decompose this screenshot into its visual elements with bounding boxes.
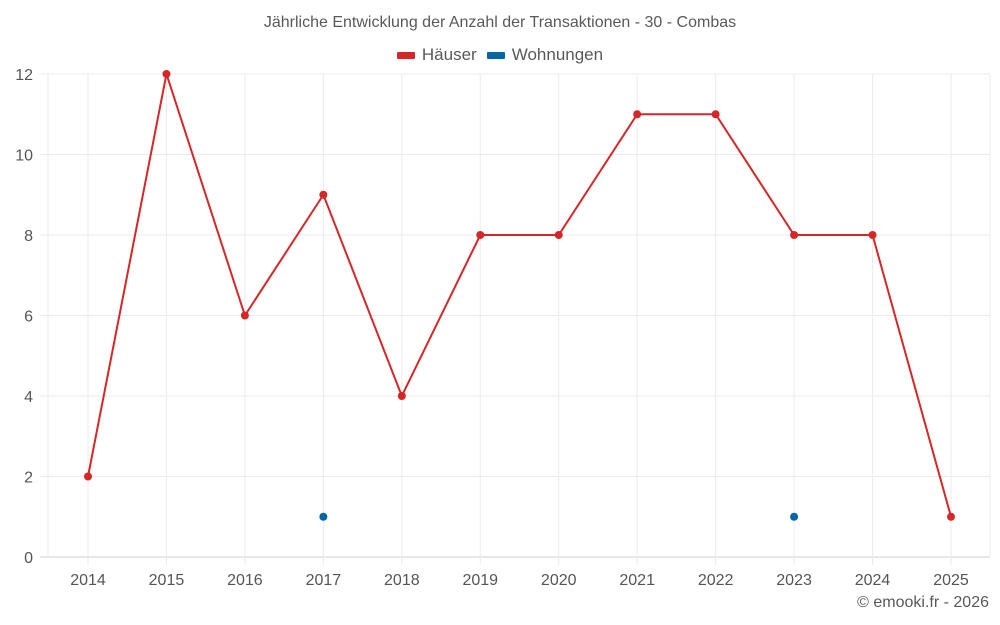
data-point[interactable] (790, 512, 799, 521)
x-tick-label: 2015 (149, 572, 185, 589)
legend-item-haeuser[interactable]: Häuser (396, 45, 477, 65)
x-tick-label: 2023 (776, 572, 812, 589)
legend: Häuser Wohnungen (0, 45, 1000, 65)
x-tick-label: 2022 (698, 572, 734, 589)
data-point[interactable] (319, 512, 328, 521)
x-tick-label: 2021 (619, 572, 655, 589)
x-tick-label: 2019 (462, 572, 498, 589)
data-point[interactable] (790, 231, 799, 239)
data-point[interactable] (633, 110, 642, 119)
y-tick-label: 2 (24, 470, 33, 487)
x-tick-label: 2025 (933, 572, 969, 589)
legend-swatch-haeuser (396, 51, 415, 59)
data-point[interactable] (711, 110, 720, 119)
x-tick-label: 2016 (227, 572, 263, 589)
y-tick-label: 6 (24, 309, 33, 326)
y-tick-label: 12 (15, 67, 33, 84)
chart-title: Jährliche Entwicklung der Anzahl der Tra… (263, 14, 737, 31)
y-tick-label: 10 (15, 148, 33, 165)
x-tick-label: 2018 (384, 572, 420, 589)
legend-item-wohnungen[interactable]: Wohnungen (486, 45, 604, 65)
x-tick-label: 2014 (70, 572, 106, 589)
data-point[interactable] (476, 231, 485, 239)
data-point[interactable] (162, 70, 171, 78)
data-point[interactable] (240, 311, 249, 320)
legend-swatch-wohnungen (486, 51, 505, 59)
x-tick-label: 2020 (541, 572, 577, 589)
x-tick-label: 2017 (306, 572, 342, 589)
credit-text: © emooki.fr - 2026 (857, 594, 989, 611)
legend-label-wohnungen: Wohnungen (511, 45, 604, 64)
data-point[interactable] (319, 190, 328, 199)
y-tick-label: 8 (24, 228, 33, 245)
y-tick-label: 0 (24, 550, 33, 567)
data-point[interactable] (397, 392, 406, 400)
legend-label-haeuser: Häuser (421, 45, 477, 64)
y-tick-label: 4 (24, 389, 33, 406)
data-point[interactable] (554, 231, 563, 239)
data-point[interactable] (84, 472, 92, 481)
x-tick-label: 2024 (855, 572, 891, 589)
series-line-0 (87, 70, 952, 518)
data-point[interactable] (947, 512, 955, 521)
data-point[interactable] (868, 231, 877, 239)
